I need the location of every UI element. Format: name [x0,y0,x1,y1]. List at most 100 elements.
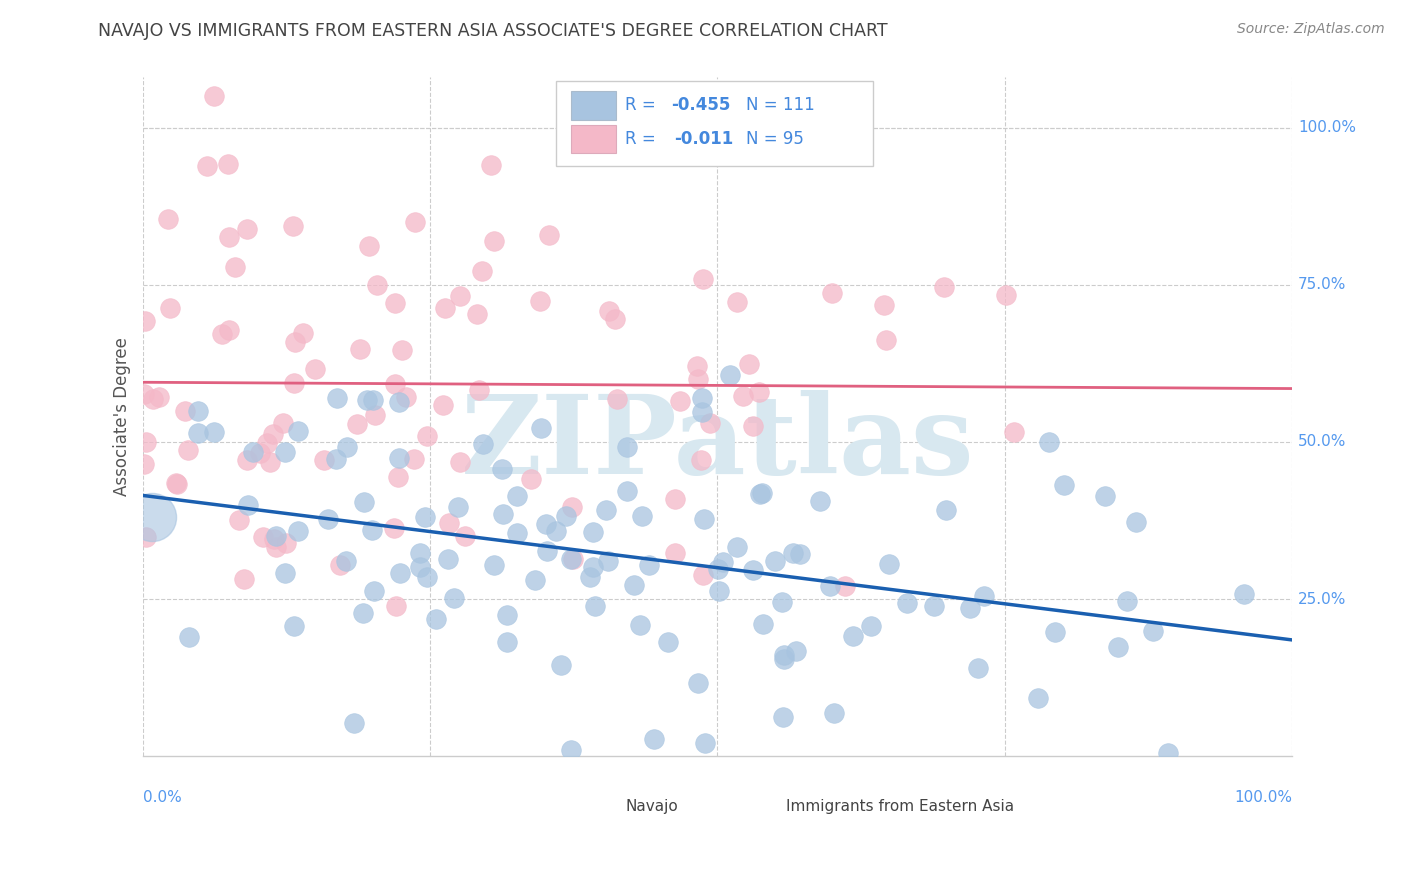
Point [266,529,288,543]
Point [218,229,240,244]
Point [276,535,298,549]
Point [669,393,692,408]
Point [896,596,918,610]
Point [718,368,741,383]
Point [934,502,956,516]
Point [638,558,661,573]
Point [211,326,233,341]
Point [404,215,426,229]
Point [353,495,375,509]
Point [595,503,617,517]
Point [711,555,734,569]
Point [413,510,436,524]
Point [752,617,775,632]
Point [264,541,287,555]
Point [875,333,897,347]
Point [202,425,225,439]
Point [555,508,578,523]
Point [484,558,506,573]
Point [271,417,294,431]
Text: 100.0%: 100.0% [1298,120,1357,136]
Point [741,419,763,434]
Point [530,420,553,434]
Point [496,607,519,622]
Text: R =: R = [626,95,661,113]
Point [733,389,755,403]
Point [524,573,547,587]
Point [725,541,748,555]
Point [808,494,831,508]
Point [404,451,426,466]
Point [1094,489,1116,503]
Point [973,590,995,604]
Point [349,342,371,356]
Point [690,453,713,467]
Point [443,591,465,605]
Point [252,530,274,544]
Point [581,560,603,574]
Point [363,583,385,598]
Point [187,425,209,440]
Point [606,392,628,406]
Point [134,457,156,471]
Point [134,387,156,401]
Point [283,619,305,633]
Point [1002,425,1025,439]
Point [335,554,357,568]
Point [256,435,278,450]
Point [437,551,460,566]
Point [738,357,761,371]
Point [409,546,432,560]
Point [387,470,409,484]
Point [242,445,264,459]
Point [283,219,305,234]
Point [384,521,406,535]
Point [772,652,794,666]
Point [259,455,281,469]
Point [877,557,900,571]
Point [384,599,406,613]
Point [772,710,794,724]
Point [284,335,307,350]
Point [329,558,352,572]
Point [860,619,883,633]
Text: R =: R = [626,129,666,147]
Point [416,570,439,584]
Point [173,404,195,418]
Point [707,562,730,576]
Point [217,157,239,171]
Point [156,211,179,226]
Point [395,391,418,405]
Point [472,437,495,451]
Point [959,601,981,615]
Point [437,516,460,531]
Point [274,445,297,459]
Point [346,417,368,431]
Point [361,523,384,537]
Point [616,440,638,454]
Point [748,384,770,399]
Point [491,462,513,476]
FancyBboxPatch shape [557,81,873,166]
Text: 75.0%: 75.0% [1298,277,1347,293]
Point [233,572,256,586]
Point [583,599,606,613]
Point [218,323,240,337]
Point [598,304,620,318]
Point [1125,515,1147,529]
Text: ZIPatlas: ZIPatlas [461,391,974,498]
Point [693,736,716,750]
Text: NAVAJO VS IMMIGRANTS FROM EASTERN ASIA ASSOCIATE'S DEGREE CORRELATION CHART: NAVAJO VS IMMIGRANTS FROM EASTERN ASIA A… [98,22,889,40]
Point [534,516,557,531]
Point [304,362,326,376]
Point [505,489,527,503]
Point [506,526,529,541]
Point [312,453,335,467]
Point [561,500,583,515]
Point [366,278,388,293]
Point [789,547,811,561]
Point [484,234,506,248]
Point [389,566,412,580]
Text: Navajo: Navajo [626,799,678,814]
Text: Source: ZipAtlas.com: Source: ZipAtlas.com [1237,22,1385,37]
